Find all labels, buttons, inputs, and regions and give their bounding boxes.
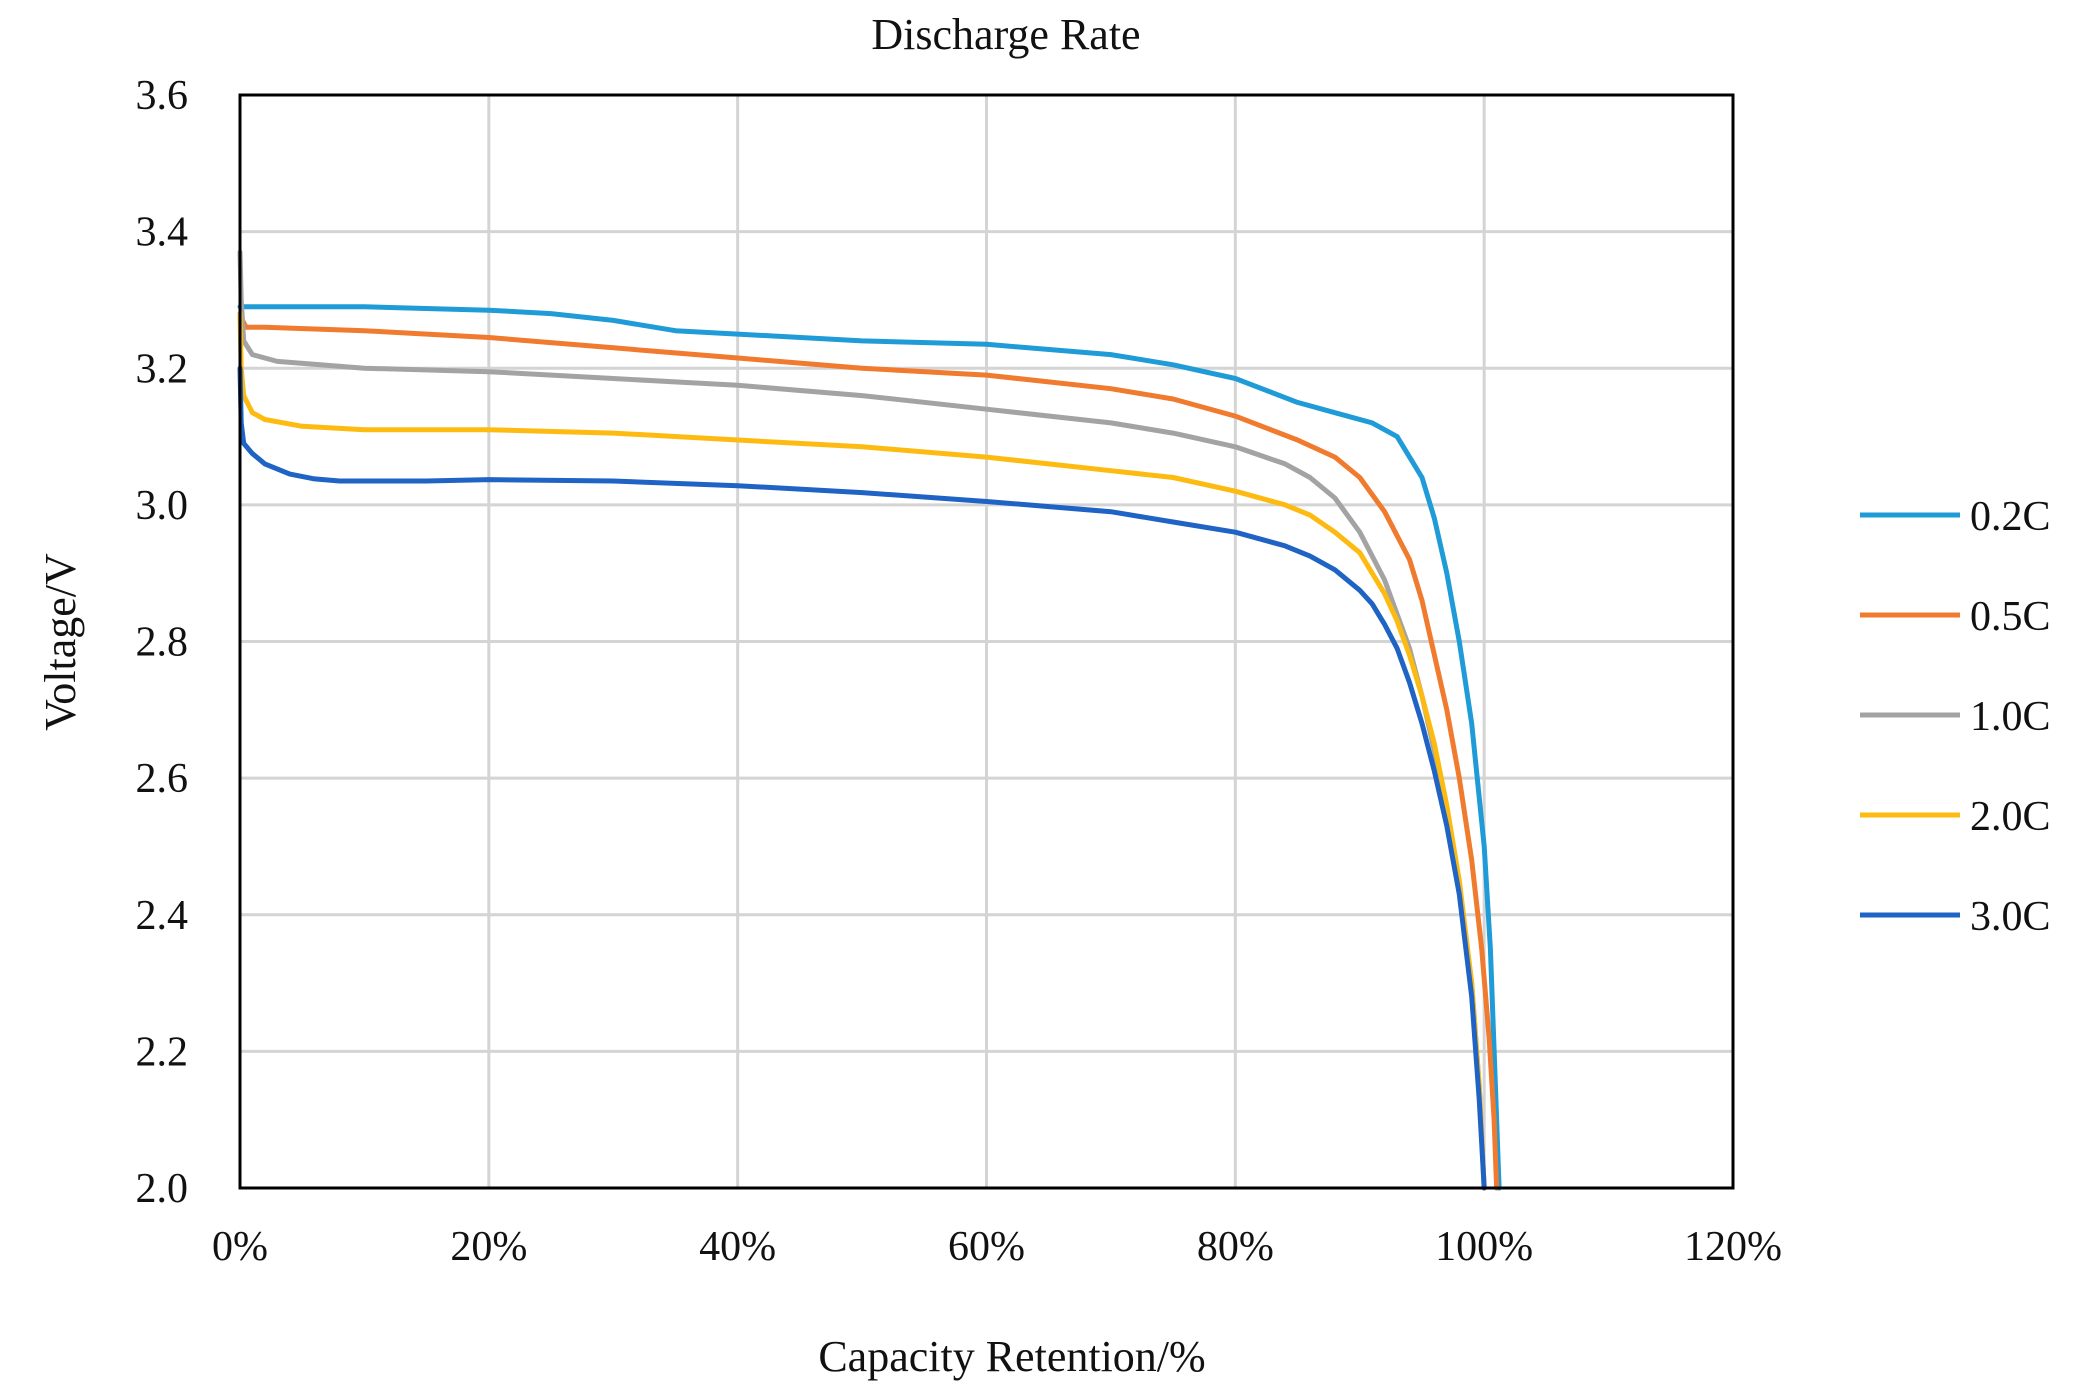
x-tick-label: 20%	[450, 1224, 527, 1270]
series-layer	[237, 249, 1502, 1191]
legend: 0.2C 0.5C 1.0C 2.0C 3.0C	[1860, 494, 2051, 940]
y-tick-label: 2.0	[136, 1166, 189, 1212]
legend-label: 2.0C	[1970, 794, 2051, 840]
x-tick-label: 80%	[1197, 1224, 1274, 1270]
y-tick-label: 3.6	[136, 73, 189, 119]
series-line-0-5C	[237, 311, 1500, 1191]
x-tick-label: 0%	[212, 1224, 268, 1270]
series-line-1-0C	[237, 249, 1487, 1191]
series-line-3-0C	[237, 365, 1487, 1191]
y-tick-label: 2.2	[136, 1029, 189, 1075]
legend-label: 1.0C	[1970, 694, 2051, 740]
x-tick-label: 40%	[699, 1224, 776, 1270]
plot-area-frame	[238, 93, 1735, 1190]
x-tick-label: 100%	[1435, 1224, 1533, 1270]
y-tick-label: 2.8	[136, 620, 189, 666]
x-tick-label: 60%	[948, 1224, 1025, 1270]
y-axis-ticks: 2.0 2.2 2.4 2.6 2.8 3.0 3.2 3.4 3.6	[136, 73, 189, 1212]
y-tick-label: 2.4	[136, 893, 189, 939]
y-tick-label: 3.4	[136, 210, 189, 256]
series-line-2-0C	[237, 311, 1487, 1191]
chart-title: Discharge Rate	[871, 10, 1140, 59]
legend-label: 0.2C	[1970, 494, 2051, 540]
y-tick-label: 2.6	[136, 756, 189, 802]
y-tick-label: 3.2	[136, 346, 189, 392]
x-axis-label: Capacity Retention/%	[818, 1332, 1205, 1381]
legend-label: 3.0C	[1970, 894, 2051, 940]
legend-label: 0.5C	[1970, 594, 2051, 640]
x-axis-ticks: 0% 20% 40% 60% 80% 100% 120%	[212, 1224, 1782, 1270]
y-tick-label: 3.0	[136, 483, 189, 529]
series-line-0-2C	[237, 304, 1502, 1191]
gridlines	[240, 95, 1733, 1188]
x-tick-label: 120%	[1684, 1224, 1782, 1270]
y-axis-label: Voltage/V	[36, 553, 85, 731]
